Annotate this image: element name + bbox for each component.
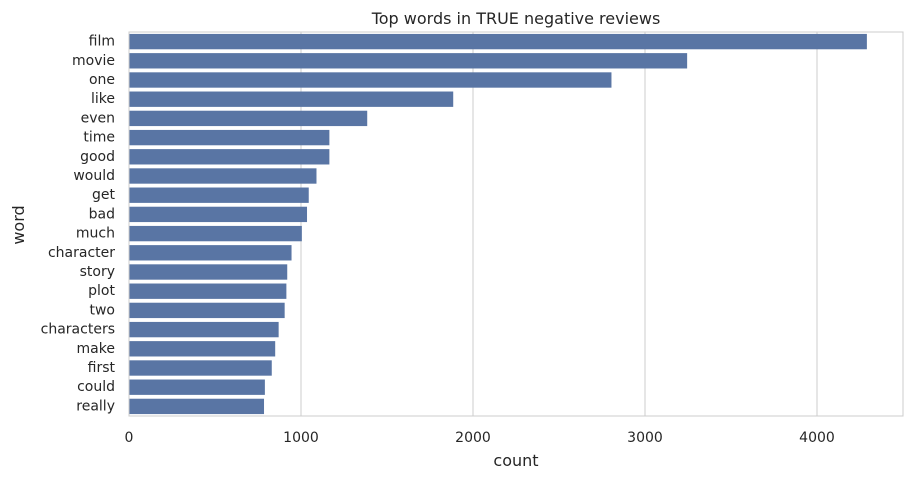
y-tick-label-get: get xyxy=(92,187,116,203)
bar-much xyxy=(129,225,302,242)
bar-first xyxy=(129,360,272,376)
x-tick-label-3000: 3000 xyxy=(627,430,663,446)
y-axis-title: word xyxy=(9,205,28,244)
y-tick-label-first: first xyxy=(88,360,116,376)
bar-even xyxy=(129,110,368,127)
y-tick-label-would: would xyxy=(73,168,115,184)
y-tick-label-much: much xyxy=(76,226,115,242)
bar-time xyxy=(129,129,330,146)
bar-bad xyxy=(129,206,308,223)
y-tick-label-really: really xyxy=(76,398,115,414)
y-tick-label-make: make xyxy=(77,341,115,357)
x-tick-label-0: 0 xyxy=(125,430,134,446)
bar-two xyxy=(129,302,285,319)
y-tick-label-plot: plot xyxy=(88,283,115,299)
y-tick-label-film: film xyxy=(89,34,115,50)
bar-characters xyxy=(129,321,279,338)
y-tick-label-bad: bad xyxy=(89,206,115,222)
y-tick-label-characters: characters xyxy=(41,322,115,338)
bar-movie xyxy=(129,53,688,69)
y-tick-label-character: character xyxy=(48,245,115,261)
bar-make xyxy=(129,341,276,357)
x-axis-title: count xyxy=(493,451,538,470)
y-tick-labels: film movie one like even time good would get bad m… xyxy=(41,34,116,415)
bar-really xyxy=(129,398,265,415)
y-tick-label-time: time xyxy=(83,130,115,146)
plot-frame xyxy=(128,31,904,417)
y-tick-label-could: could xyxy=(77,379,115,395)
y-tick-label-like: like xyxy=(91,91,115,107)
bars xyxy=(129,33,867,415)
bar-character xyxy=(129,245,292,261)
bar-would xyxy=(129,168,317,184)
chart-title: Top words in TRUE negative reviews xyxy=(371,9,661,28)
y-tick-label-story: story xyxy=(80,264,115,280)
x-tick-label-4000: 4000 xyxy=(799,430,835,446)
bar-plot xyxy=(129,283,287,299)
x-tick-label-2000: 2000 xyxy=(455,430,491,446)
bar-film xyxy=(129,33,867,50)
y-tick-label-good: good xyxy=(80,149,115,165)
bar-like xyxy=(129,91,454,107)
y-tick-label-one: one xyxy=(89,72,115,88)
bar-one xyxy=(129,72,612,88)
bar-good xyxy=(129,149,330,165)
y-tick-label-even: even xyxy=(81,110,115,126)
bar-get xyxy=(129,187,309,203)
bar-story xyxy=(129,264,288,280)
bar-could xyxy=(129,379,265,395)
x-tick-label-1000: 1000 xyxy=(283,430,319,446)
y-tick-label-movie: movie xyxy=(72,53,115,69)
x-tick-labels: 0 1000 2000 3000 4000 xyxy=(125,430,835,446)
y-tick-label-two: two xyxy=(89,302,115,318)
